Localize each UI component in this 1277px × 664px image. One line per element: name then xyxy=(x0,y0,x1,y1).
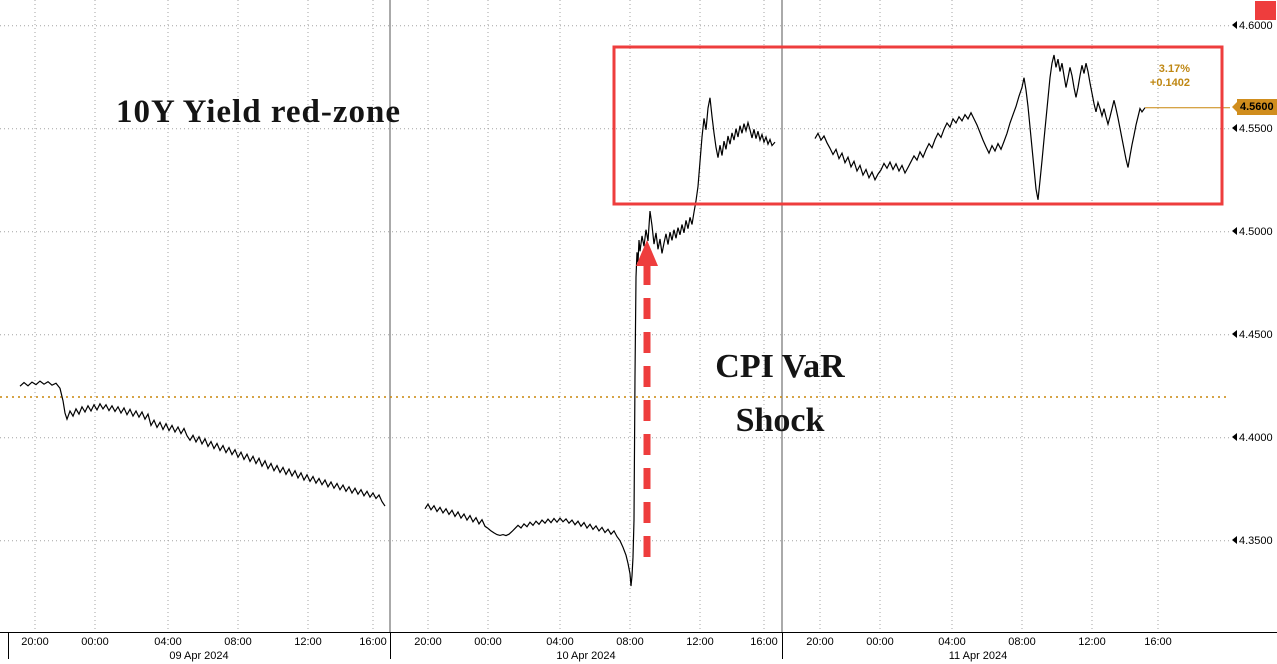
time-label: 20:00 xyxy=(806,636,834,648)
y-axis-label: 4.3500 xyxy=(1232,535,1273,547)
chart-svg xyxy=(0,0,1230,632)
axis-tick-icon xyxy=(1232,535,1237,544)
date-label: 10 Apr 2024 xyxy=(556,650,616,662)
price-line xyxy=(19,380,386,507)
time-label: 12:00 xyxy=(1078,636,1106,648)
time-label: 00:00 xyxy=(474,636,502,648)
y-axis-label: 4.6000 xyxy=(1232,20,1273,32)
axis-tick-icon xyxy=(1232,329,1237,338)
cpi-shock-arrowhead xyxy=(636,240,658,266)
price-line xyxy=(424,97,776,587)
change-absolute: +0.1402 xyxy=(1149,77,1190,89)
price-line xyxy=(814,54,1146,200)
red-zone-box xyxy=(612,45,1224,206)
y-axis-label-text: 4.5000 xyxy=(1239,225,1273,238)
y-axis-label-text: 4.3500 xyxy=(1239,534,1273,547)
time-label: 08:00 xyxy=(616,636,644,648)
y-axis: 4.5600 4.6000 4.5500 4.5000 4.4500 4.4000 4.3… xyxy=(1230,0,1277,632)
time-label: 20:00 xyxy=(414,636,442,648)
time-label: 16:00 xyxy=(1144,636,1172,648)
date-label: 11 Apr 2024 xyxy=(948,650,1008,662)
axis-day-separator xyxy=(8,633,9,659)
time-label: 12:00 xyxy=(686,636,714,648)
cpi-shock-line1: CPI VaR xyxy=(715,348,845,385)
time-label: 16:00 xyxy=(359,636,387,648)
chart-title: 10Y Yield red-zone xyxy=(116,94,402,130)
corner-red-indicator[interactable] xyxy=(1255,1,1276,20)
y-axis-label-text: 4.4000 xyxy=(1239,431,1273,444)
cpi-shock-line2: Shock xyxy=(735,402,825,439)
change-percent: 3.17% xyxy=(1158,63,1190,75)
axis-day-separator xyxy=(390,633,391,659)
time-label: 04:00 xyxy=(938,636,966,648)
time-label: 20:00 xyxy=(21,636,49,648)
axis-tick-icon xyxy=(1232,123,1237,132)
y-axis-label: 4.5500 xyxy=(1232,123,1273,135)
cpi-shock-annotation: CPI VaR Shock xyxy=(620,340,940,448)
time-label: 08:00 xyxy=(1008,636,1036,648)
y-axis-label: 4.5000 xyxy=(1232,226,1273,238)
axis-tick-icon xyxy=(1232,20,1237,29)
change-annotation: 3.17% +0.1402 xyxy=(1040,62,1190,90)
time-label: 16:00 xyxy=(750,636,778,648)
time-label: 04:00 xyxy=(154,636,182,648)
axis-tick-icon xyxy=(1232,432,1237,441)
time-label: 04:00 xyxy=(546,636,574,648)
time-label: 12:00 xyxy=(294,636,322,648)
axis-day-separator xyxy=(782,633,783,659)
last-price-badge: 4.5600 xyxy=(1232,98,1277,115)
axis-tick-icon xyxy=(1232,226,1237,235)
y-axis-label-text: 4.6000 xyxy=(1239,19,1273,32)
y-axis-label-text: 4.4500 xyxy=(1239,328,1273,341)
y-axis-label: 4.4000 xyxy=(1232,432,1273,444)
y-axis-label-text: 4.5500 xyxy=(1239,122,1273,135)
time-label: 00:00 xyxy=(866,636,894,648)
plot-area xyxy=(0,0,1230,632)
y-axis-label: 4.4500 xyxy=(1232,329,1273,341)
x-axis: 20:00 00:00 04:00 08:00 12:00 16:00 20:00 00:00… xyxy=(0,632,1277,664)
date-label: 09 Apr 2024 xyxy=(169,650,229,662)
time-label: 00:00 xyxy=(81,636,109,648)
time-label: 08:00 xyxy=(224,636,252,648)
